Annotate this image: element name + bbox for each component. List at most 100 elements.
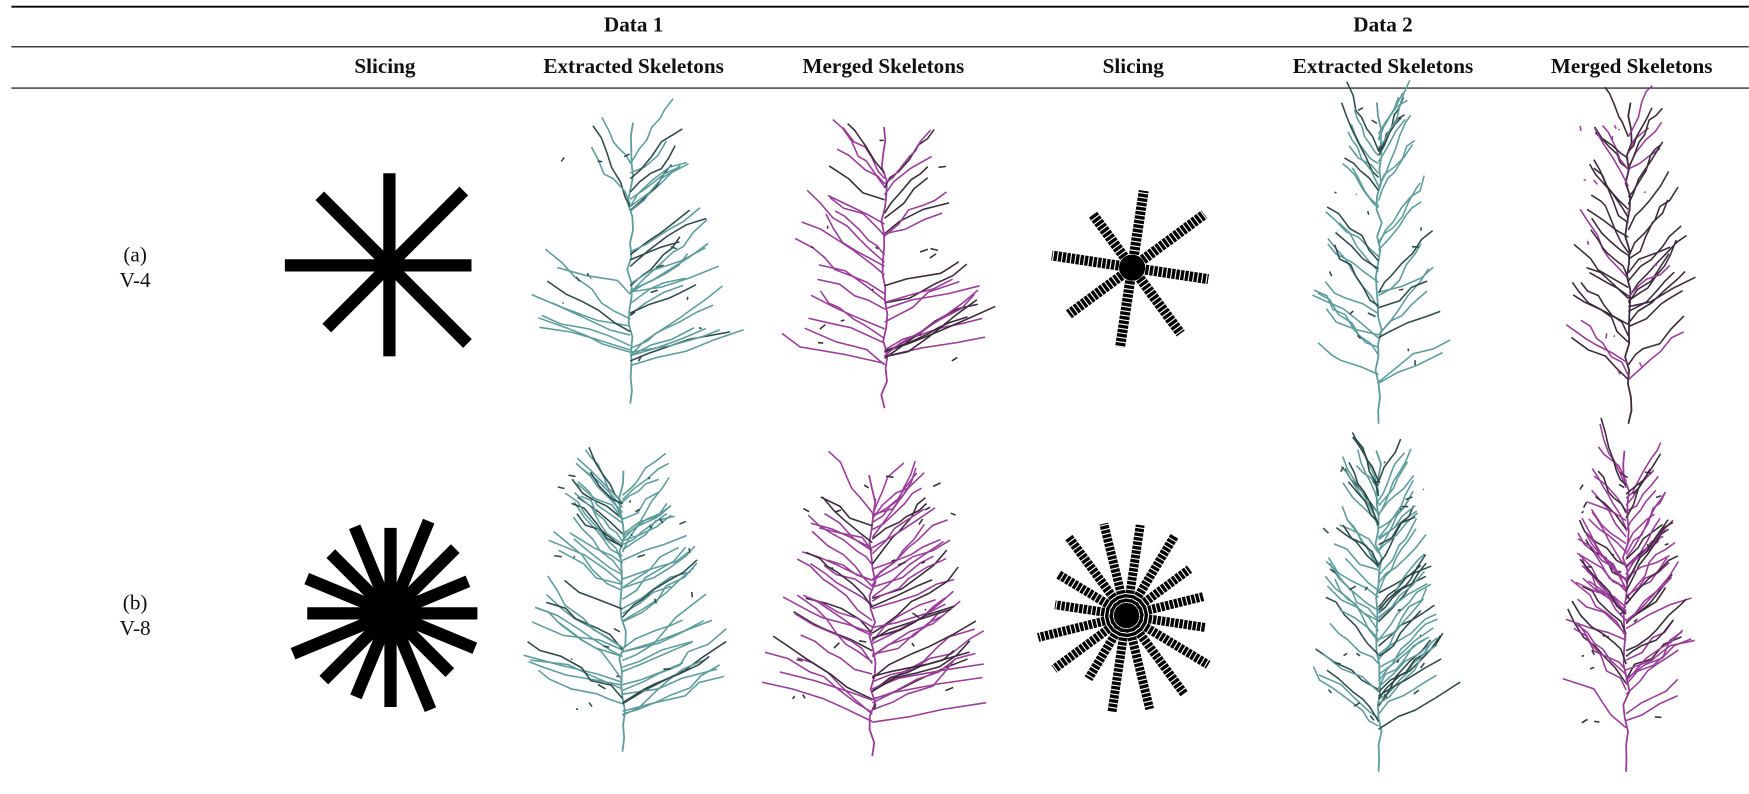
branch — [1628, 332, 1683, 380]
branch — [1626, 469, 1650, 518]
fragment — [811, 247, 813, 248]
column-header: Extracted Skeletons — [543, 54, 724, 78]
branch — [1595, 128, 1629, 186]
fragment — [1644, 192, 1645, 193]
fragment — [1423, 489, 1424, 490]
column-header: Slicing — [1103, 54, 1165, 78]
row-label: (b) — [123, 590, 148, 614]
branch — [1379, 353, 1443, 384]
fragment — [820, 325, 826, 330]
branch — [630, 218, 706, 266]
fragment — [1372, 481, 1380, 482]
fragment — [1619, 571, 1622, 572]
branch — [570, 533, 623, 563]
branch — [1628, 172, 1668, 230]
fragment — [1606, 333, 1607, 338]
skeleton-image — [1312, 80, 1450, 423]
branch — [872, 703, 986, 723]
branch — [1379, 118, 1402, 156]
fragment — [1421, 663, 1425, 668]
branch — [630, 248, 705, 284]
fragment — [1594, 721, 1599, 722]
group-header: Data 2 — [1353, 13, 1412, 37]
branch — [545, 249, 630, 319]
column-header: Merged Skeletons — [1551, 54, 1713, 78]
fragment — [925, 609, 926, 610]
branch — [806, 552, 872, 607]
slice-ray — [389, 265, 467, 343]
fragment — [1344, 653, 1348, 655]
branch — [805, 328, 885, 365]
fragment — [1614, 335, 1615, 336]
fragment — [1400, 508, 1401, 509]
fragment — [651, 290, 658, 292]
branch — [794, 612, 873, 651]
fragment — [1356, 653, 1360, 656]
fragment — [1620, 612, 1624, 615]
fragment — [1582, 511, 1584, 513]
branch — [542, 315, 630, 345]
branch — [885, 213, 943, 234]
fragment — [1639, 362, 1641, 366]
fragment — [1582, 719, 1588, 723]
fragment — [1358, 108, 1363, 111]
fragment — [803, 508, 809, 511]
branch — [1579, 554, 1626, 611]
slice-core — [375, 597, 407, 629]
fragment — [945, 687, 953, 690]
branch — [622, 453, 665, 495]
branch — [780, 672, 872, 700]
fragment — [951, 513, 956, 515]
fragment — [841, 320, 845, 321]
branch — [782, 333, 885, 363]
branch — [872, 601, 960, 657]
branch — [833, 120, 885, 187]
branch — [1379, 491, 1414, 528]
fragment — [692, 592, 693, 597]
row-label: V-4 — [120, 268, 151, 292]
branch — [811, 295, 884, 329]
skeleton-image — [532, 99, 744, 404]
branch — [630, 286, 722, 356]
fragment — [919, 519, 923, 525]
branch — [1379, 449, 1411, 516]
branch — [1319, 675, 1379, 718]
branch — [1379, 231, 1433, 293]
fragment — [1627, 212, 1630, 213]
fragment — [638, 555, 645, 557]
column-header: Extracted Skeletons — [1293, 54, 1474, 78]
branch — [1379, 453, 1405, 501]
fragment — [1588, 567, 1592, 568]
fragment — [912, 643, 914, 646]
fragment — [1590, 667, 1594, 669]
fragment — [1584, 180, 1586, 181]
branch — [622, 621, 703, 652]
fragment — [793, 696, 795, 699]
fragment — [930, 249, 937, 251]
fragment — [803, 695, 805, 699]
branch — [1626, 454, 1660, 494]
fragment — [1619, 129, 1620, 130]
fragment — [834, 643, 839, 648]
branch — [1566, 325, 1628, 363]
branch — [630, 332, 730, 361]
skeleton-image — [524, 447, 727, 751]
fragment — [614, 629, 620, 632]
fragment — [1645, 472, 1652, 473]
fragment — [933, 483, 940, 486]
fragment — [699, 328, 702, 329]
fragment — [1329, 690, 1332, 694]
fragment — [1420, 635, 1421, 636]
fragment — [604, 646, 610, 647]
branch — [630, 165, 671, 211]
fragment — [1372, 120, 1377, 123]
fragment — [1368, 313, 1376, 317]
skeleton-image — [1566, 86, 1695, 424]
fragment — [629, 500, 630, 502]
fragment — [864, 485, 868, 488]
fragment — [1584, 502, 1587, 507]
skeleton-image — [1313, 432, 1460, 771]
branch — [1379, 93, 1403, 140]
branch — [829, 166, 884, 200]
fragment — [1580, 126, 1581, 131]
